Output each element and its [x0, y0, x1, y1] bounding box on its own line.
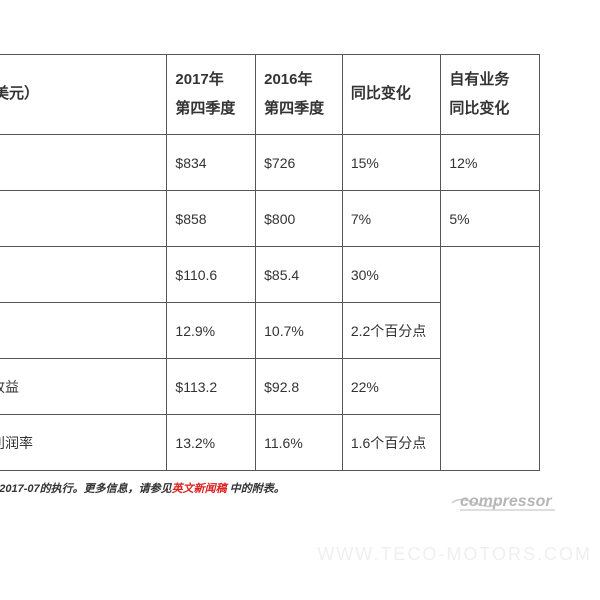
cell-5-1: 13.2% [167, 415, 256, 471]
cell-2-1: $110.6 [167, 247, 256, 303]
cell-1-4: 5% [441, 191, 540, 247]
cell-3-1: 12.9% [167, 303, 256, 359]
cell-4-2: $92.8 [256, 359, 343, 415]
cell-0-1: $834 [167, 135, 256, 191]
cell-2-2: $85.4 [256, 247, 343, 303]
cell-0-0: 量 [0, 135, 167, 191]
cell-0-4: 12% [441, 135, 540, 191]
table-row: 收益$110.6$85.430% [0, 247, 540, 303]
cell-1-2: $800 [256, 191, 343, 247]
cell-0-2: $726 [256, 135, 343, 191]
cell-3-3: 2.2个百分点 [342, 303, 441, 359]
table-row: 售额$858$8007%5% [0, 191, 540, 247]
table-header-row: （百万美元）2017年 第四季度2016年 第四季度同比变化自有业务 同比变化 [0, 55, 540, 135]
watermark-logo: compressor [450, 486, 590, 520]
cell-4-3: 22% [342, 359, 441, 415]
footnote: 对ASU 2017-07的执行。更多信息，请参见英文新闻稿 中的附表。 [0, 480, 285, 496]
cell-5-3: 1.6个百分点 [342, 415, 441, 471]
table-body: 量$834$72615%12%售额$858$8007%5%收益$110.6$85… [0, 135, 540, 471]
cell-4-0: 后营业收益 [0, 359, 167, 415]
watermark-logo-text: compressor [460, 493, 552, 510]
footnote-link-text: 英文新闻稿 [172, 483, 227, 495]
col-header-3: 同比变化 [342, 55, 441, 135]
watermark-url: WWW.TECO-MOTORS.COM [317, 544, 592, 565]
cell-2-4 [441, 247, 540, 471]
cell-3-0: 利润率 [0, 303, 167, 359]
cell-3-2: 10.7% [256, 303, 343, 359]
financial-table: （百万美元）2017年 第四季度2016年 第四季度同比变化自有业务 同比变化 … [0, 54, 540, 471]
col-header-0: （百万美元） [0, 55, 167, 135]
col-header-1: 2017年 第四季度 [167, 55, 256, 135]
cell-1-3: 7% [342, 191, 441, 247]
col-header-2: 2016年 第四季度 [256, 55, 343, 135]
cell-1-1: $858 [167, 191, 256, 247]
cell-2-3: 30% [342, 247, 441, 303]
col-header-4: 自有业务 同比变化 [441, 55, 540, 135]
footnote-after: 中的附表。 [227, 483, 285, 495]
cell-5-2: 11.6% [256, 415, 343, 471]
table-row: 量$834$72615%12% [0, 135, 540, 191]
footnote-before: 对ASU 2017-07的执行。更多信息，请参见 [0, 483, 172, 495]
cell-2-0: 收益 [0, 247, 167, 303]
cell-0-3: 15% [342, 135, 441, 191]
cell-4-1: $113.2 [167, 359, 256, 415]
cell-5-0: 后营业利润率 [0, 415, 167, 471]
cell-1-0: 售额 [0, 191, 167, 247]
